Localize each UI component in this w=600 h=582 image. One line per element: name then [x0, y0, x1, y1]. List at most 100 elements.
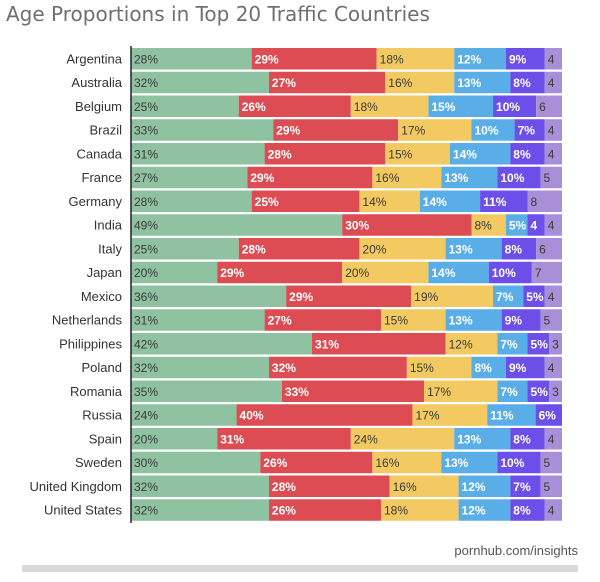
bar-segment: [458, 475, 511, 497]
data-label: 12%: [462, 504, 486, 518]
data-label: 7%: [500, 337, 518, 351]
bar-segment: [380, 499, 459, 521]
bar-segment: [544, 428, 562, 450]
bar-segment: [238, 95, 351, 117]
bar-segment: [501, 309, 541, 331]
bar-segment: [549, 333, 562, 355]
bar-segment: [458, 499, 511, 521]
data-label: 5: [543, 480, 550, 494]
data-label: 8%: [505, 242, 523, 256]
bar-segment: [268, 475, 390, 497]
data-label: 14%: [453, 147, 477, 161]
data-label: 20%: [362, 242, 386, 256]
data-label: 25%: [134, 242, 158, 256]
data-label: 27%: [268, 314, 292, 328]
bar-segment: [493, 95, 537, 117]
bar-segment: [312, 333, 446, 355]
data-label: 16%: [375, 171, 399, 185]
bar-segment: [527, 380, 550, 402]
bar-segment: [238, 238, 360, 260]
data-label: 24%: [354, 432, 378, 446]
bar-segment: [398, 119, 472, 141]
category-label: Brazil: [89, 123, 122, 138]
data-label: 32%: [272, 361, 296, 375]
data-label: 29%: [255, 52, 279, 66]
data-label: 26%: [272, 504, 296, 518]
data-label: 31%: [220, 432, 244, 446]
bar-segment: [385, 143, 450, 165]
bar-segment: [501, 238, 537, 260]
data-label: 25%: [134, 100, 158, 114]
data-label: 18%: [354, 100, 378, 114]
bar-segment: [445, 238, 502, 260]
data-label: 7%: [496, 290, 514, 304]
data-label: 8%: [513, 432, 531, 446]
data-label: 28%: [134, 52, 158, 66]
bar-segment: [268, 71, 386, 94]
data-label: 7%: [500, 385, 518, 399]
bar-segment: [536, 238, 562, 260]
bar-segment: [376, 48, 455, 70]
bar-segment: [286, 285, 412, 307]
bar-segment: [540, 166, 562, 189]
data-label: 8%: [513, 147, 531, 161]
bar-segment: [544, 143, 562, 165]
bar-segment: [441, 451, 498, 474]
data-label: 4: [531, 219, 538, 233]
category-label: Belgium: [75, 99, 122, 114]
bar-segment: [445, 309, 502, 331]
data-label: 15%: [431, 100, 455, 114]
data-label: 10%: [496, 100, 520, 114]
bar-segment: [544, 119, 562, 141]
bar-segment: [251, 48, 377, 70]
data-label: 15%: [388, 147, 412, 161]
bar-segment: [359, 190, 420, 212]
data-label: 36%: [134, 290, 158, 304]
bar-segment: [342, 261, 429, 284]
data-label: 15%: [384, 314, 408, 328]
bar-segment: [247, 166, 373, 189]
data-label: 49%: [134, 219, 158, 233]
bar-segment: [510, 499, 545, 521]
category-label: France: [82, 170, 122, 185]
data-label: 29%: [250, 171, 274, 185]
data-label: 28%: [242, 242, 266, 256]
data-label: 5: [543, 171, 550, 185]
data-label: 11%: [483, 195, 507, 209]
source-credit: pornhub.com/insights: [454, 543, 578, 558]
data-label: 35%: [134, 385, 158, 399]
category-label: United Kingdom: [30, 479, 123, 494]
data-label: 27%: [272, 76, 296, 90]
bar-segment: [217, 261, 343, 284]
data-label: 12%: [449, 337, 473, 351]
category-label: Mexico: [81, 289, 122, 304]
data-label: 13%: [449, 314, 473, 328]
chart-title: Age Proportions in Top 20 Traffic Countr…: [6, 2, 430, 26]
data-label: 9%: [509, 361, 527, 375]
bar-segment: [131, 309, 265, 331]
bar-segment: [471, 119, 515, 141]
data-label: 4: [548, 219, 555, 233]
bar-segment: [131, 333, 313, 355]
data-label: 31%: [315, 337, 339, 351]
bar-segment: [131, 451, 261, 474]
data-label: 28%: [272, 480, 296, 494]
bar-segment: [523, 285, 545, 307]
bar-segment: [471, 214, 506, 236]
data-label: 24%: [134, 409, 158, 423]
data-label: 4: [548, 147, 555, 161]
category-label: Italy: [98, 241, 122, 256]
category-label: Sweden: [75, 455, 122, 470]
data-label: 8%: [474, 361, 492, 375]
bar-segment: [505, 48, 545, 70]
bar-segment: [268, 499, 381, 521]
bar-segment: [131, 428, 218, 450]
data-label: 32%: [134, 361, 158, 375]
bar-segment: [531, 261, 562, 284]
bar-segment: [281, 380, 425, 402]
bar-segment: [510, 71, 545, 94]
data-label: 5%: [531, 337, 549, 351]
bar-segment: [536, 95, 562, 117]
data-label: 32%: [134, 76, 158, 90]
data-label: 7%: [518, 124, 536, 138]
